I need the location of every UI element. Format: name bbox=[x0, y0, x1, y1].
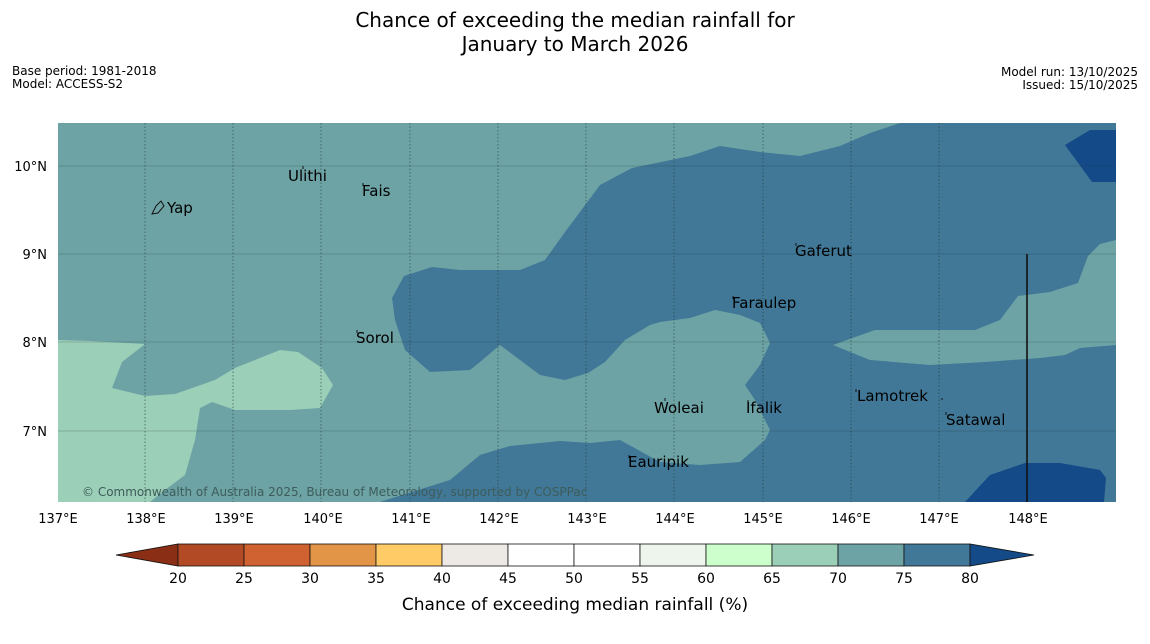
colorbar-bin-35-40 bbox=[375, 543, 443, 567]
place-lamotrek: Lamotrek bbox=[857, 387, 928, 405]
place-sorol: Sorol bbox=[356, 329, 394, 347]
title-line-1: Chance of exceeding the median rainfall … bbox=[355, 8, 795, 32]
lat-label: 10°N bbox=[14, 160, 47, 175]
colorbar-tick: 40 bbox=[433, 571, 451, 587]
place-eauripik: Eauripik bbox=[628, 453, 689, 471]
lat-label: 8°N bbox=[23, 336, 48, 351]
base-period: Base period: 1981-2018 bbox=[12, 64, 157, 78]
copyright-notice: © Commonwealth of Australia 2025, Bureau… bbox=[82, 485, 587, 499]
colorbar-tick: 65 bbox=[763, 571, 781, 587]
zone-75-80-main bbox=[380, 123, 1116, 502]
lon-label: 138°E bbox=[126, 512, 166, 527]
meta-left: Base period: 1981-2018 Model: ACCESS-S2 bbox=[12, 65, 157, 91]
colorbar-bin-45-50 bbox=[507, 543, 575, 567]
lon-label: 146°E bbox=[831, 512, 871, 527]
map-title: Chance of exceeding the median rainfall … bbox=[0, 8, 1150, 56]
model-name: Model: ACCESS-S2 bbox=[12, 77, 124, 91]
issued-date: Issued: 15/10/2025 bbox=[1022, 78, 1138, 92]
latitude-axis: 10°N 9°N 8°N 7°N bbox=[14, 160, 47, 440]
meta-right: Model run: 13/10/2025 Issued: 15/10/2025 bbox=[1001, 66, 1138, 92]
lon-label: 137°E bbox=[38, 512, 78, 527]
colorbar-bin-70-75 bbox=[837, 543, 905, 567]
forecast-map: Ulithi Fais Yap Gaferut Faraulep Sorol W… bbox=[58, 123, 1116, 502]
colorbar-tick: 70 bbox=[829, 571, 847, 587]
colorbar-bin-30-35 bbox=[309, 543, 377, 567]
lon-label: 147°E bbox=[919, 512, 959, 527]
place-yap: Yap bbox=[166, 199, 193, 217]
lon-label: 139°E bbox=[214, 512, 254, 527]
longitude-axis: 137°E 138°E 139°E 140°E 141°E 142°E 143°… bbox=[38, 512, 1048, 527]
colorbar-bin-60-65 bbox=[705, 543, 773, 567]
colorbar bbox=[115, 543, 1035, 567]
colorbar-tick: 80 bbox=[961, 571, 979, 587]
lon-label: 140°E bbox=[303, 512, 343, 527]
place-faraulep: Faraulep bbox=[732, 294, 796, 312]
colorbar-tick: 20 bbox=[169, 571, 187, 587]
colorbar-tick: 75 bbox=[895, 571, 913, 587]
lon-label: 143°E bbox=[567, 512, 607, 527]
latitude-lines bbox=[58, 165, 1116, 432]
place-woleai: Woleai bbox=[654, 399, 704, 417]
colorbar-tick: 35 bbox=[367, 571, 385, 587]
colorbar-bin-50-55 bbox=[573, 543, 641, 567]
colorbar-bin-20-25 bbox=[177, 543, 245, 567]
colorbar-label: Chance of exceeding median rainfall (%) bbox=[402, 595, 748, 615]
colorbar-bin-25-30 bbox=[243, 543, 311, 567]
lon-label: 141°E bbox=[391, 512, 431, 527]
graticule bbox=[144, 123, 940, 502]
place-ifalik: Ifalik bbox=[746, 399, 782, 417]
lat-label: 9°N bbox=[23, 248, 48, 263]
lat-label: 7°N bbox=[23, 425, 48, 440]
colorbar-bin-65-70 bbox=[771, 543, 839, 567]
colorbar-tick: 30 bbox=[301, 571, 319, 587]
zone-above-80-southeast bbox=[965, 463, 1106, 502]
colorbar-bin-75-80 bbox=[903, 543, 971, 567]
lon-label: 144°E bbox=[655, 512, 695, 527]
colorbar-tick: 50 bbox=[565, 571, 583, 587]
colorbar-bin-40-45 bbox=[441, 543, 509, 567]
colorbar-bin-55-60 bbox=[639, 543, 707, 567]
zone-65-70-west bbox=[58, 340, 333, 502]
place-fais: Fais bbox=[362, 182, 391, 200]
place-labels: Ulithi Fais Yap Gaferut Faraulep Sorol W… bbox=[166, 167, 1005, 471]
lon-label: 142°E bbox=[479, 512, 519, 527]
colorbar-tick: 25 bbox=[235, 571, 253, 587]
place-ulithi: Ulithi bbox=[288, 167, 327, 185]
colorbar-tick: 45 bbox=[499, 571, 517, 587]
place-satawal: Satawal bbox=[946, 411, 1005, 429]
colorbar-extend-high bbox=[969, 543, 1035, 567]
model-run: Model run: 13/10/2025 bbox=[1000, 65, 1138, 79]
colorbar-ticks: 20 25 30 35 40 45 50 55 60 65 70 75 80 bbox=[169, 571, 979, 587]
colorbar-tick: 60 bbox=[697, 571, 715, 587]
colorbar-extend-low bbox=[115, 543, 179, 567]
lon-label: 148°E bbox=[1008, 512, 1048, 527]
place-gaferut: Gaferut bbox=[795, 242, 852, 260]
island-markers bbox=[151, 166, 947, 458]
title-line-2: January to March 2026 bbox=[461, 32, 689, 56]
colorbar-tick: 55 bbox=[631, 571, 649, 587]
lon-label: 145°E bbox=[743, 512, 783, 527]
zone-above-80-northeast bbox=[1065, 130, 1116, 182]
